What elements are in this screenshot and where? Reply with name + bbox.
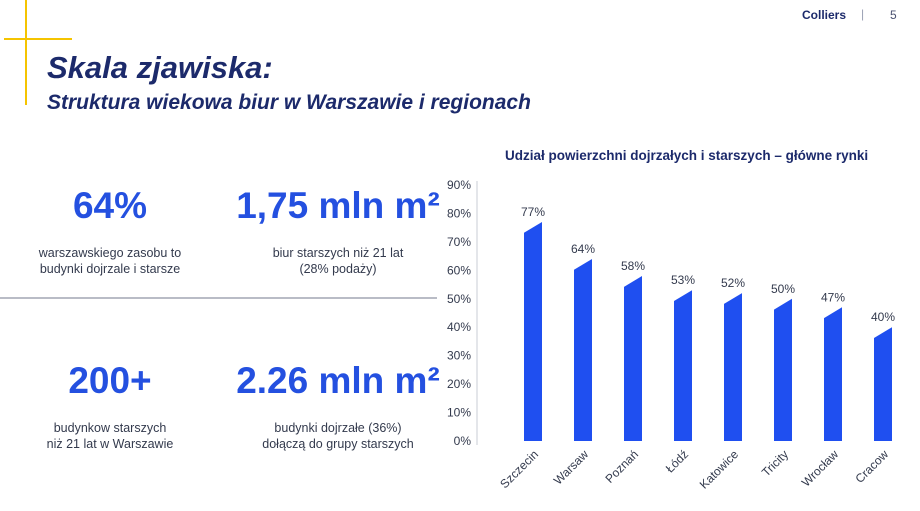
page-number: 5: [890, 8, 897, 22]
bar-poznań: [624, 276, 642, 441]
x-tick-label: Cracow: [852, 447, 891, 486]
y-tick-label: 20%: [447, 377, 471, 391]
y-tick-label: 80%: [447, 206, 471, 220]
y-tick-label: 60%: [447, 263, 471, 277]
bar-szczecin: [524, 221, 542, 441]
stat-description: budynkow starszych niż 21 lat w Warszawi…: [46, 421, 174, 452]
bar-wrocław: [824, 307, 842, 441]
stat-block-mature: 2.26 mln m² budynki dojrzałe (36%) dołąc…: [228, 362, 448, 453]
y-tick-label: 70%: [447, 235, 471, 249]
bar-warsaw: [574, 258, 592, 441]
data-label: 53%: [671, 273, 695, 287]
chart-title: Udział powierzchni dojrzałych i starszyc…: [505, 148, 869, 163]
stat-description: biur starszych niż 21 lat (28% podaży): [272, 246, 404, 277]
y-tick-label: 0%: [454, 434, 472, 448]
stat-value: 2.26 mln m²: [236, 360, 440, 401]
brand-logo: Colliers: [802, 8, 847, 22]
bar-chart: 0% 10% 20% 30% 40% 50% 60% 70% 80% 90% 77% Szczecin…: [447, 178, 895, 492]
y-tick-label: 50%: [447, 292, 471, 306]
bar-cracow: [874, 327, 892, 441]
stat-value: 64%: [72, 185, 148, 226]
y-tick-label: 90%: [447, 178, 471, 192]
y-tick-label: 10%: [447, 406, 471, 420]
x-tick-label: Tricity: [759, 447, 791, 479]
stat-block-share: 64% warszawskiego zasobu to budynki dojr…: [0, 187, 220, 278]
page-subtitle: Struktura wiekowa biur w Warszawie i reg…: [47, 91, 531, 114]
data-label: 64%: [571, 242, 595, 256]
header-separator: |: [861, 7, 865, 21]
accent-line-vertical: [25, 0, 27, 105]
stat-value: 1,75 mln m²: [236, 185, 440, 226]
x-tick-label: Szczecin: [497, 447, 541, 491]
data-label: 40%: [871, 310, 895, 324]
y-tick-label: 30%: [447, 349, 471, 363]
section-divider: [0, 297, 437, 299]
data-label: 77%: [521, 205, 545, 219]
stat-description: budynki dojrzałe (36%) dołączą do grupy …: [262, 421, 414, 452]
x-tick-label: Wrocław: [799, 447, 842, 490]
x-tick-label: Katowice: [697, 447, 742, 492]
bar-łódź: [674, 290, 692, 441]
x-tick-label: Poznań: [602, 447, 641, 486]
data-label: 58%: [621, 259, 645, 273]
x-tick-label: Łódź: [663, 447, 691, 475]
bar-tricity: [774, 298, 792, 441]
data-label: 50%: [771, 282, 795, 296]
stat-block-buildings: 200+ budynkow starszych niż 21 lat w War…: [0, 362, 220, 453]
y-tick-label: 40%: [447, 320, 471, 334]
stat-description: warszawskiego zasobu to budynki dojrzale…: [38, 246, 182, 277]
data-label: 47%: [821, 290, 845, 304]
accent-line-horizontal: [4, 38, 72, 40]
bar-katowice: [724, 293, 742, 441]
stat-value: 200+: [68, 360, 152, 401]
page-title: Skala zjawiska:: [47, 50, 273, 85]
data-label: 52%: [721, 276, 745, 290]
x-tick-label: Warsaw: [551, 447, 591, 487]
stat-block-area: 1,75 mln m² biur starszych niż 21 lat (2…: [228, 187, 448, 278]
